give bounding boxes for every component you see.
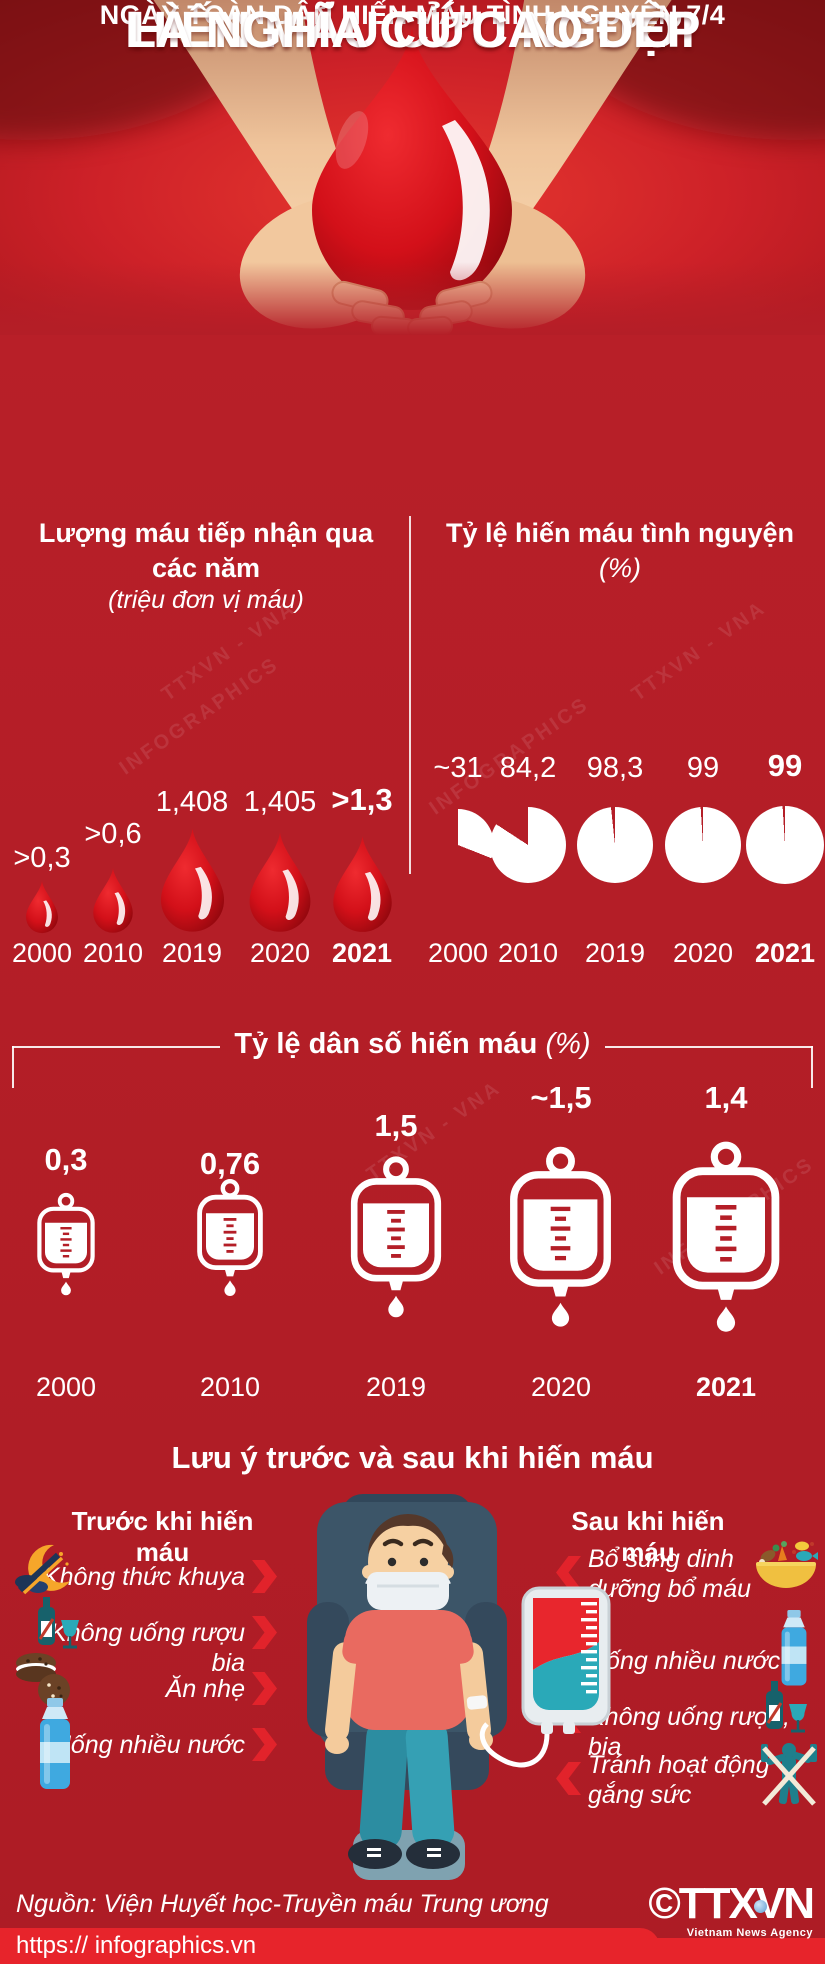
chart3-year: 2000 <box>35 1372 97 1402</box>
pie-chart <box>422 809 494 881</box>
chart3-year: 2010 <box>199 1372 261 1402</box>
tip-item: Tránh hoạt động gắng sức <box>588 1751 770 1809</box>
blood-bag-icon <box>341 1155 451 1320</box>
tip-item: Uống nhiều nước <box>52 1731 245 1759</box>
no-late-night-icon <box>15 1544 70 1595</box>
no-alcohol-icon <box>38 1597 79 1649</box>
main-title-line1: HIẾN MÁU CỨU NGƯỜI <box>130 1 695 58</box>
footer-url-link[interactable]: https:// infographics.vn <box>16 1932 257 1959</box>
pie-chart <box>577 807 653 883</box>
globe-icon <box>754 1900 767 1913</box>
bracket-line <box>12 1046 14 1088</box>
chart3-year: 2021 <box>695 1372 757 1402</box>
nutrition-bowl-icon <box>756 1541 818 1588</box>
chart1-year: 2021 <box>331 938 393 968</box>
blood-drop-icon <box>324 835 401 935</box>
main-title-line2: LÀ NGHĨA CỬ CAO ĐẸP <box>125 1 700 58</box>
chart2-year: 2019 <box>584 938 646 968</box>
chart1-year: 2000 <box>11 938 73 968</box>
chart3-title: Tỷ lệ dân số hiến máu (%) <box>234 1028 591 1060</box>
chart1-year: 2020 <box>249 938 311 968</box>
column-divider <box>409 516 411 874</box>
chart2-year: 2020 <box>672 938 734 968</box>
blood-drop-icon <box>151 827 234 935</box>
blood-donor-illustration <box>307 1494 611 1880</box>
blood-bag-icon <box>31 1192 101 1297</box>
chart2-year: 2000 <box>427 938 489 968</box>
bracket-line <box>605 1046 813 1048</box>
chart3-value: 1,4 <box>704 1080 748 1115</box>
pie-chart <box>490 807 566 883</box>
ttxvn-logo-subtitle: Vietnam News Agency <box>686 1927 813 1939</box>
ttxvn-logo-text: ©TTXVN <box>648 1879 815 1928</box>
chart3-value: ~1,5 <box>530 1080 592 1115</box>
blood-bag-icon <box>190 1178 270 1298</box>
chart2-value: 99 <box>767 748 803 783</box>
water-bottle-icon <box>40 1698 70 1789</box>
chart3-value: 0,3 <box>44 1142 88 1177</box>
blood-bag-icon <box>661 1140 791 1335</box>
chart2-value: 98,3 <box>586 752 644 784</box>
light-snack-icon <box>16 1653 70 1706</box>
footer-band <box>0 1938 825 1964</box>
bracket-line <box>12 1046 220 1048</box>
watermark: TTXVN - VNA <box>627 596 771 706</box>
chart2-title: Tỷ lệ hiến máu tình nguyện (%) <box>445 518 795 583</box>
no-heavy-exercise-icon <box>761 1743 817 1806</box>
chart1-title: Lượng máu tiếp nhận qua các năm <box>38 518 374 583</box>
chart1-value: >0,6 <box>84 818 142 850</box>
blood-drop-icon <box>21 880 63 935</box>
chart3-year: 2020 <box>530 1372 592 1402</box>
blood-bag-icon <box>499 1145 622 1330</box>
chart2-year: 2010 <box>497 938 559 968</box>
chart1-value: 1,408 <box>155 786 229 818</box>
chart3-year: 2019 <box>365 1372 427 1402</box>
chart1-subtitle: (triệu đơn vị máu) <box>108 586 304 614</box>
chart1-value: 1,405 <box>243 786 317 818</box>
tip-item: Không uống rượu bia <box>50 1619 245 1677</box>
pie-chart <box>665 807 741 883</box>
chart1-value: >0,3 <box>13 842 71 874</box>
tips-after-title: Sau khi hiến máu <box>571 1506 725 1567</box>
chart2-value: ~31 <box>433 752 483 784</box>
bracket-line <box>811 1046 813 1088</box>
hero-image-hands-holding-blood-drop <box>0 0 825 335</box>
ttxvn-logo: ©TTXVN Vietnam News Agency <box>648 1879 815 1939</box>
chart3-value: 1,5 <box>374 1108 418 1143</box>
chart2-value: 99 <box>686 752 720 784</box>
blood-drop-icon <box>87 867 139 935</box>
chart3-value: 0,76 <box>199 1146 261 1181</box>
tip-item: Không uống rượu, bia <box>588 1703 790 1761</box>
no-alcohol-icon <box>766 1681 807 1733</box>
blood-drop-icon <box>240 831 320 935</box>
source-credit: Nguồn: Viện Huyết học-Truyền máu Trung ư… <box>16 1890 549 1918</box>
tips-header: Lưu ý trước và sau khi hiến máu <box>171 1440 654 1475</box>
tip-item: Uống nhiều nước <box>588 1647 781 1675</box>
chart1-value: >1,3 <box>331 782 393 817</box>
chart2-year: 2021 <box>754 938 816 968</box>
tips-before-title: Trước khi hiến máu <box>71 1506 254 1567</box>
water-bottle-icon <box>781 1610 807 1686</box>
kicker-title: NGÀY TOÀN DÂN HIẾN MÁU TÌNH NGUYỆN 7/4 <box>99 0 726 30</box>
chart1-year: 2019 <box>161 938 223 968</box>
pie-chart <box>746 806 824 884</box>
chart2-value: 84,2 <box>499 752 557 784</box>
chart1-year: 2010 <box>82 938 144 968</box>
tip-item: Không thức khuya <box>42 1563 245 1591</box>
tip-item: Bổ sung dinh dưỡng bổ máu <box>588 1545 752 1603</box>
tip-item: Ăn nhẹ <box>165 1675 245 1703</box>
